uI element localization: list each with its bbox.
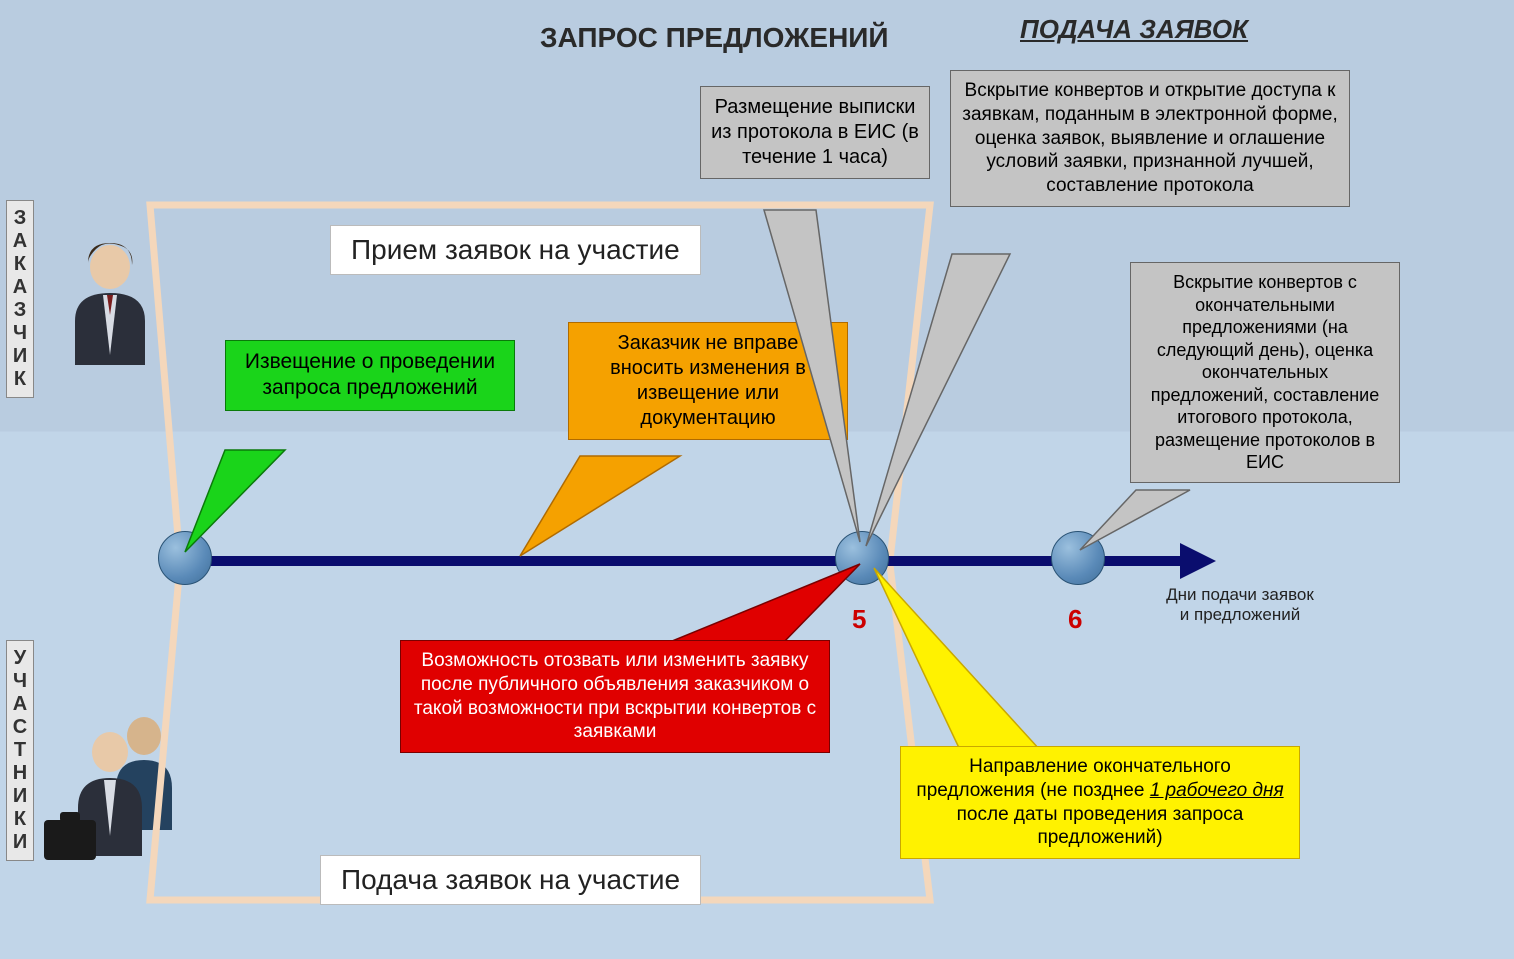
right-title: ПОДАЧА ЗАЯВОК <box>1020 14 1248 45</box>
timeline-node-start <box>158 531 212 585</box>
timeline-node-6 <box>1051 531 1105 585</box>
role-label-customer: ЗАКАЗЧИК <box>6 200 34 398</box>
callout-red: Возможность отозвать или изменить заявку… <box>400 640 830 753</box>
timeline-arrowhead <box>1180 543 1216 579</box>
callout-grey2: Вскрытие конвертов и открытие доступа к … <box>950 70 1350 207</box>
timeline-node-5 <box>835 531 889 585</box>
callout-orange: Заказчик не вправе вносить изменения в и… <box>568 322 848 440</box>
day-number-6: 6 <box>1068 604 1082 635</box>
yellow-tail <box>870 564 1050 754</box>
banner-top: Прием заявок на участие <box>330 225 701 275</box>
role-label-participants: УЧАСТНИКИ <box>6 640 34 861</box>
orange-tail <box>520 456 720 566</box>
grey2-tail <box>860 254 1020 554</box>
callout-yellow: Направление окончательного предложения (… <box>900 746 1300 859</box>
callout-grey3: Вскрытие конвертов с окончательными пред… <box>1130 262 1400 483</box>
timeline-axis-label: Дни подачи заявок и предложений <box>1160 585 1320 625</box>
banner-bottom: Подача заявок на участие <box>320 855 701 905</box>
participants-icon <box>40 710 200 885</box>
day-number-5: 5 <box>852 604 866 635</box>
callout-green: Извещение о проведении запроса предложен… <box>225 340 515 411</box>
main-title: ЗАПРОС ПРЕДЛОЖЕНИЙ <box>540 22 889 54</box>
callout-grey1: Размещение выписки из протокола в ЕИС (в… <box>700 86 930 179</box>
customer-icon <box>55 235 165 370</box>
timeline-line <box>185 556 1185 566</box>
